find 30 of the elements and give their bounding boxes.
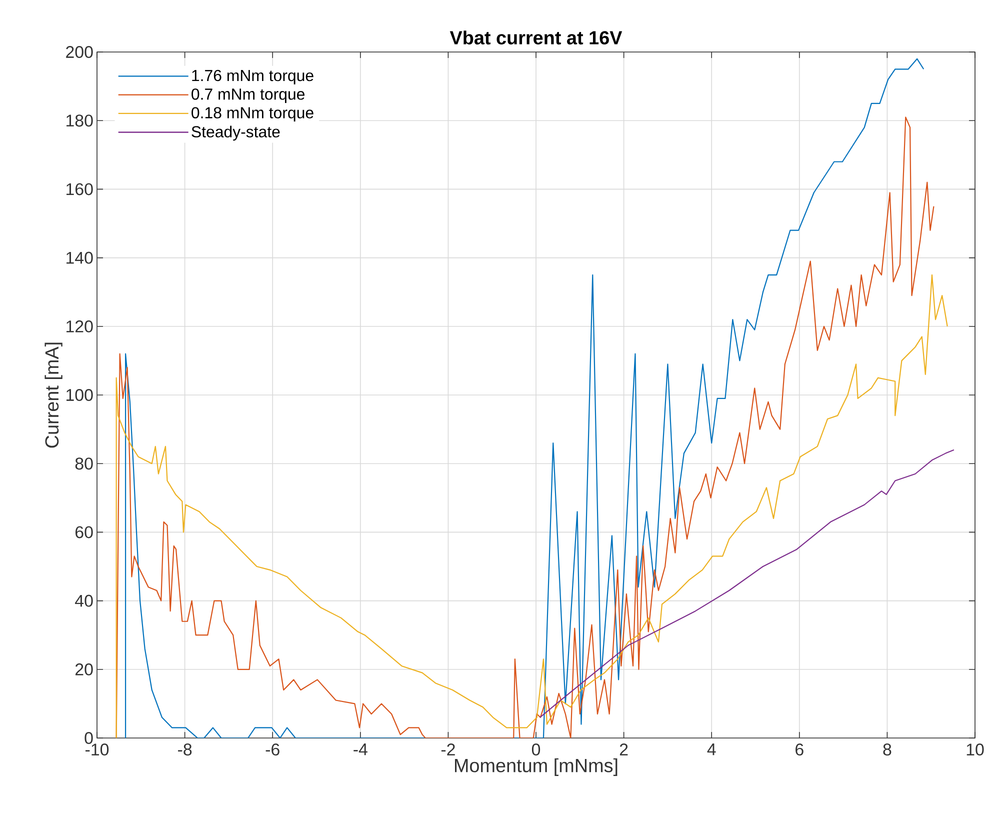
legend-label: 0.7 mNm torque — [192, 88, 304, 103]
x-tick-label: 2 — [620, 744, 628, 756]
x-axis-title: Momentum [mNms] — [454, 758, 618, 776]
line-series — [539, 449, 954, 718]
legend-label: 1.76 mNm torque — [192, 70, 314, 84]
x-tick-label: 4 — [707, 744, 716, 756]
x-tick-label: 0 — [532, 744, 540, 756]
y-tick-label: 80 — [75, 458, 93, 470]
x-tick-label: 6 — [796, 744, 804, 756]
x-tick-label: -4 — [354, 744, 368, 756]
y-tick-label: 160 — [66, 183, 93, 196]
y-tick-label: 140 — [66, 252, 93, 264]
x-tick-label: 8 — [883, 744, 892, 756]
y-axis-title: Current [mA] — [44, 342, 62, 448]
chart-title: Vbat current at 16V — [450, 30, 622, 44]
y-tick-label: 60 — [76, 526, 93, 538]
y-tick-label: 200 — [66, 46, 93, 58]
x-tick-label: -10 — [86, 744, 109, 756]
legend-label: Steady-state — [192, 126, 280, 141]
x-tick-label: -2 — [441, 744, 455, 756]
y-tick-label: 180 — [66, 114, 93, 127]
legend-label: 0.18 mNm torque — [192, 107, 314, 122]
y-tick-label: 40 — [75, 594, 93, 607]
x-tick-label: -6 — [266, 744, 280, 756]
y-tick-label: 0 — [84, 732, 93, 744]
y-tick-label: 100 — [66, 389, 93, 401]
x-tick-label: -8 — [178, 744, 192, 756]
x-tick-label: 10 — [966, 744, 984, 756]
y-tick-label: 120 — [66, 320, 93, 332]
y-tick-label: 20 — [76, 663, 93, 676]
